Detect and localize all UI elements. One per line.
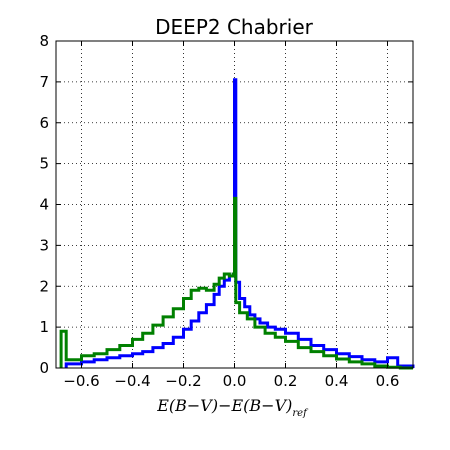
- gridlines: [56, 40, 413, 369]
- chart-title: DEEP2 Chabrier: [155, 15, 313, 39]
- y-tick-label: 2: [39, 277, 49, 295]
- y-tick-label: 8: [39, 32, 49, 50]
- y-tick-label: 1: [39, 318, 49, 336]
- y-tick-label: 6: [39, 114, 49, 132]
- axis-ticks: [56, 40, 413, 369]
- x-axis-label-main: E(B−V)−E(B−V): [156, 396, 292, 415]
- x-tick-label: 0.6: [376, 372, 400, 390]
- y-tick-labels: 0 1 2 3 4 5 6 7 8: [39, 32, 49, 377]
- x-tick-label: 0.4: [325, 372, 349, 390]
- x-tick-label: 0.2: [274, 372, 298, 390]
- x-tick-label: 0.0: [223, 372, 247, 390]
- x-tick-label: −0.4: [114, 372, 150, 390]
- y-tick-label: 0: [39, 359, 49, 377]
- y-tick-label: 4: [39, 196, 49, 214]
- x-axis-label-subscript: ref: [292, 408, 309, 419]
- x-tick-labels: −0.6 −0.4 −0.2 0.0 0.2 0.4 0.6: [63, 372, 399, 390]
- y-tick-label: 7: [39, 73, 49, 91]
- y-tick-label: 5: [39, 155, 49, 173]
- series-2-line: [59, 196, 413, 370]
- series-1-line: [64, 78, 415, 368]
- x-axis-label: E(B−V)−E(B−V)ref: [156, 396, 309, 419]
- series-group: [59, 78, 415, 370]
- x-tick-label: −0.6: [63, 372, 99, 390]
- x-tick-label: −0.2: [165, 372, 201, 390]
- y-tick-label: 3: [39, 236, 49, 254]
